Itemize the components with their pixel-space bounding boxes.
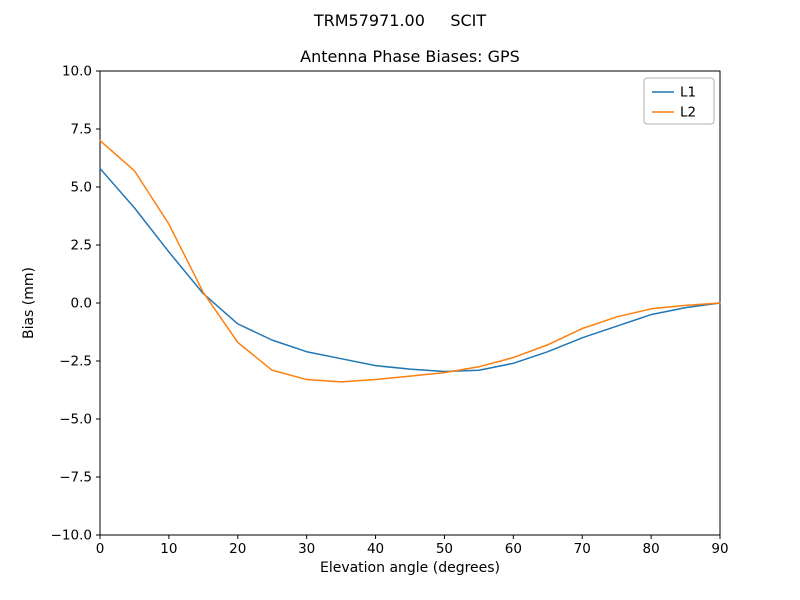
- axes-title: Antenna Phase Biases: GPS: [300, 47, 520, 66]
- y-tick-label: 7.5: [71, 122, 92, 138]
- legend-box: [643, 77, 715, 125]
- y-tick-label: 10.0: [62, 64, 92, 80]
- y-tick-label: −10.0: [51, 528, 92, 544]
- y-tick-label: 5.0: [71, 180, 92, 196]
- x-tick-label: 70: [574, 541, 591, 557]
- y-tick-label: −2.5: [59, 354, 92, 370]
- x-tick-label: 40: [367, 541, 384, 557]
- legend-label-l2: L2: [680, 105, 696, 121]
- series-line-l2: [99, 139, 721, 383]
- y-tick-label: −5.0: [59, 412, 92, 428]
- x-tick-label: 60: [505, 541, 522, 557]
- legend-label-l1: L1: [680, 85, 696, 101]
- y-tick-label: −7.5: [59, 470, 92, 486]
- x-tick-label: 90: [711, 541, 728, 557]
- x-axis-label: Elevation angle (degrees): [320, 560, 500, 576]
- x-tick-label: 50: [436, 541, 453, 557]
- x-tick-label: 30: [298, 541, 315, 557]
- figure-suptitle: TRM57971.00 SCIT: [313, 11, 487, 30]
- x-tick-label: 10: [160, 541, 177, 557]
- y-tick-label: 0.0: [71, 296, 92, 312]
- x-tick-label: 0: [96, 541, 105, 557]
- y-tick-label: 2.5: [71, 238, 92, 254]
- series-line-l1: [99, 167, 721, 373]
- x-tick-label: 20: [229, 541, 246, 557]
- axes-frame: [99, 70, 721, 536]
- x-tick-label: 80: [643, 541, 660, 557]
- y-axis-label: Bias (mm): [21, 267, 37, 339]
